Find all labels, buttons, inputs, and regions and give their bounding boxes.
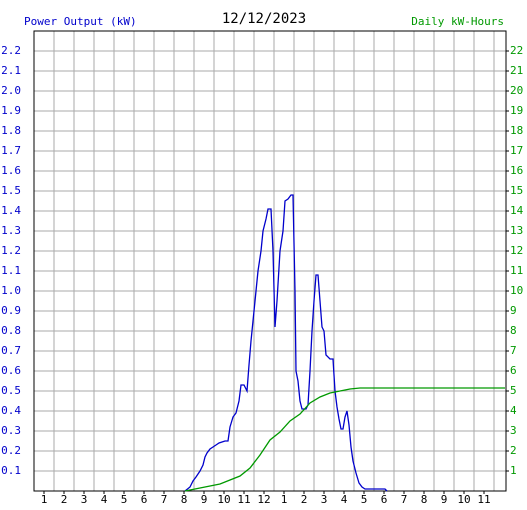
x-tick-label: 1: [281, 493, 288, 506]
y-tick-label: 1.4: [1, 204, 21, 217]
y2-tick-label: 7: [510, 344, 517, 357]
y2-tick-label: 19: [510, 104, 523, 117]
y-tick-label: 1.1: [1, 264, 21, 277]
y-tick-label: 1.8: [1, 124, 21, 137]
x-tick-label: 1: [41, 493, 48, 506]
x-tick-label: 10: [217, 493, 230, 506]
x-tick-label: 2: [61, 493, 68, 506]
chart-title: 12/12/2023: [222, 11, 306, 27]
y-tick-label: 2.2: [1, 44, 21, 57]
y-tick-label: 0.2: [1, 444, 21, 457]
y2-tick-label: 17: [510, 144, 523, 157]
x-tick-label: 12: [257, 493, 270, 506]
x-tick-label: 6: [141, 493, 148, 506]
y-tick-label: 1.6: [1, 164, 21, 177]
x-tick-label: 9: [201, 493, 208, 506]
x-tick-label: 10: [457, 493, 470, 506]
x-tick-label: 4: [101, 493, 108, 506]
x-tick-label: 11: [237, 493, 250, 506]
x-tick-label: 5: [361, 493, 368, 506]
y-tick-label: 2.1: [1, 64, 21, 77]
x-tick-label: 8: [421, 493, 428, 506]
y-tick-label: 1.5: [1, 184, 21, 197]
y-tick-label: 1.2: [1, 244, 21, 257]
y2-tick-label: 16: [510, 164, 523, 177]
x-tick-label: 3: [81, 493, 88, 506]
y-tick-label: 0.9: [1, 304, 21, 317]
y-tick-label: 0.5: [1, 384, 21, 397]
x-tick-label: 6: [381, 493, 388, 506]
y2-tick-label: 14: [510, 204, 524, 217]
y2-tick-label: 21: [510, 64, 523, 77]
y-tick-label: 0.4: [1, 404, 21, 417]
x-tick-label: 4: [341, 493, 348, 506]
y2-tick-label: 20: [510, 84, 523, 97]
y2-tick-label: 12: [510, 244, 523, 257]
y2-tick-label: 1: [510, 464, 517, 477]
y-tick-label: 0.3: [1, 424, 21, 437]
x-tick-label: 11: [477, 493, 490, 506]
y2-tick-label: 13: [510, 224, 523, 237]
y2-tick-label: 18: [510, 124, 523, 137]
y2-tick-label: 8: [510, 324, 517, 337]
y-tick-label: 0.7: [1, 344, 21, 357]
y2-tick-label: 3: [510, 424, 517, 437]
y2-tick-label: 4: [510, 404, 517, 417]
y2-tick-label: 5: [510, 384, 517, 397]
y2-tick-label: 11: [510, 264, 523, 277]
series-line: [184, 387, 505, 492]
y-axis-label: Power Output (kW): [24, 15, 137, 28]
y-tick-label: 1.0: [1, 284, 21, 297]
y-tick-label: 1.7: [1, 144, 21, 157]
x-tick-label: 7: [401, 493, 408, 506]
x-tick-label: 3: [321, 493, 328, 506]
y-tick-label: 0.6: [1, 364, 21, 377]
y2-tick-label: 6: [510, 364, 517, 377]
y2-tick-label: 9: [510, 304, 517, 317]
y-tick-label: 1.3: [1, 224, 21, 237]
y-tick-label: 0.1: [1, 464, 21, 477]
y-tick-label: 1.9: [1, 104, 21, 117]
y2-axis-label: Daily kW-Hours: [411, 15, 504, 28]
x-tick-label: 7: [161, 493, 168, 506]
x-tick-label: 2: [301, 493, 308, 506]
y2-tick-label: 15: [510, 184, 523, 197]
x-tick-label: 8: [181, 493, 188, 506]
y2-tick-label: 22: [510, 44, 523, 57]
x-tick-label: 9: [441, 493, 448, 506]
y-tick-label: 0.8: [1, 324, 21, 337]
y-tick-label: 2.0: [1, 84, 21, 97]
y2-tick-label: 10: [510, 284, 523, 297]
plot-frame: [33, 30, 507, 492]
series-line: [184, 194, 388, 492]
y2-tick-label: 2: [510, 444, 517, 457]
x-tick-label: 5: [121, 493, 128, 506]
